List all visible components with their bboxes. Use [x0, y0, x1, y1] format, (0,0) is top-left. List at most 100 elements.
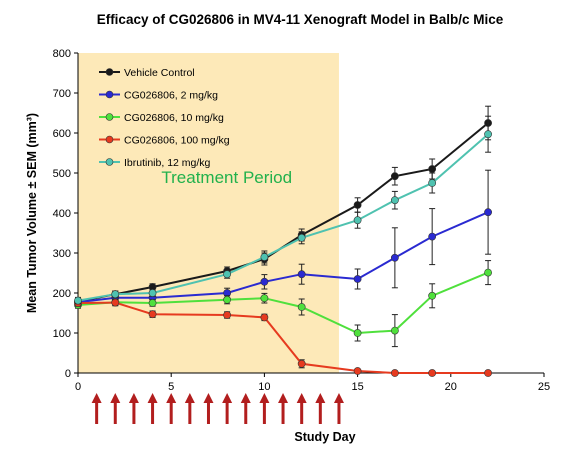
x-tick-label: 5 [168, 381, 174, 393]
data-point [111, 298, 120, 307]
data-point [297, 303, 306, 311]
treatment-period-shade [78, 53, 339, 373]
data-point [260, 277, 269, 286]
x-tick-label: 0 [75, 381, 81, 393]
dosing-arrow [184, 393, 195, 424]
x-tick-label: 20 [445, 381, 457, 393]
legend-swatch-marker [105, 158, 114, 166]
data-point [353, 329, 362, 337]
y-tick-label: 700 [53, 88, 71, 100]
y-tick-label: 600 [53, 128, 71, 140]
y-tick-label: 100 [53, 328, 71, 340]
dosing-arrow-head [147, 393, 158, 403]
data-point [353, 367, 362, 375]
dosing-arrow [315, 393, 326, 424]
x-tick-label: 10 [258, 381, 270, 393]
dosing-arrow [147, 393, 158, 424]
y-tick-label: 300 [53, 248, 71, 260]
dosing-arrow [333, 393, 344, 424]
data-point [428, 232, 437, 241]
dosing-arrow-head [315, 393, 326, 403]
legend-item: CG026806, 10 mg/kg [99, 112, 224, 124]
legend-swatch-marker [105, 90, 114, 99]
data-point [148, 289, 157, 297]
data-point [223, 270, 232, 279]
series-line [77, 133, 489, 302]
data-point [260, 294, 269, 303]
dosing-arrow [166, 393, 177, 424]
series-line [77, 301, 489, 374]
data-point [297, 233, 306, 242]
data-point [260, 313, 269, 322]
series-4 [74, 115, 492, 305]
dosing-arrow [110, 393, 121, 424]
y-tick-label: 200 [53, 288, 71, 300]
data-point [428, 179, 437, 187]
data-point [297, 359, 306, 368]
data-point [223, 311, 232, 319]
legend-label: Vehicle Control [124, 67, 195, 79]
data-point [484, 268, 492, 277]
legend-swatch-marker [105, 113, 114, 121]
data-point [111, 290, 120, 299]
data-point [390, 253, 399, 262]
legend-swatch-marker [105, 135, 114, 144]
legend-swatch-marker [105, 68, 114, 76]
dosing-arrow [91, 393, 102, 424]
data-point [353, 275, 362, 283]
legend-label: CG026806, 2 mg/kg [124, 90, 218, 102]
treatment-period-label: Treatment Period [161, 168, 292, 187]
legend-label: CG026806, 100 mg/kg [124, 135, 230, 147]
data-point [428, 291, 437, 300]
dosing-arrow [259, 393, 270, 424]
data-point [353, 201, 362, 209]
dosing-arrow-head [128, 393, 139, 403]
data-point [223, 295, 232, 304]
y-tick-label: 0 [65, 368, 71, 380]
data-point [390, 196, 399, 205]
series-3 [74, 298, 492, 377]
legend-item: Vehicle Control [99, 67, 195, 79]
chart-title: Efficacy of CG026806 in MV4-11 Xenograft… [97, 12, 504, 27]
y-tick-label: 500 [53, 168, 71, 180]
y-tick-label: 400 [53, 208, 71, 220]
data-point [74, 296, 82, 305]
data-point [353, 216, 362, 225]
data-point [390, 326, 399, 335]
x-axis-title: Study Day [294, 430, 355, 444]
series-line [77, 271, 489, 335]
data-point [260, 253, 269, 261]
legend-item: Ibrutinib, 12 mg/kg [99, 157, 211, 169]
dosing-arrow-head [278, 393, 289, 403]
series-line [77, 211, 489, 304]
data-point [484, 369, 492, 377]
dosing-arrow [128, 393, 139, 424]
y-tick-label: 800 [53, 48, 71, 60]
dosing-arrow-head [296, 393, 307, 403]
dosing-arrow [296, 393, 307, 424]
x-tick-label: 15 [351, 381, 363, 393]
dosing-arrow-head [203, 393, 214, 403]
legend-label: Ibrutinib, 12 mg/kg [124, 157, 211, 169]
data-point [390, 369, 399, 377]
dosing-arrow-head [91, 393, 102, 403]
dosing-arrow-head [110, 393, 121, 403]
data-point [390, 172, 399, 181]
dosing-arrow-head [240, 393, 251, 403]
dosing-arrow-head [333, 393, 344, 403]
legend-item: CG026806, 2 mg/kg [99, 90, 218, 102]
dosing-arrow [222, 393, 233, 424]
legend-label: CG026806, 10 mg/kg [124, 112, 224, 124]
data-point [428, 369, 437, 377]
legend-item: CG026806, 100 mg/kg [99, 135, 230, 147]
dosing-arrow-head [184, 393, 195, 403]
data-point [148, 310, 157, 319]
dosing-arrow-head [222, 393, 233, 403]
data-point [484, 208, 492, 217]
y-axis-title: Mean Tumor Volume ± SEM (mm³) [25, 113, 39, 313]
dosing-arrow-head [259, 393, 270, 403]
data-point [428, 165, 437, 173]
data-point [148, 299, 157, 307]
data-point [484, 130, 492, 139]
dosing-arrow [278, 393, 289, 424]
